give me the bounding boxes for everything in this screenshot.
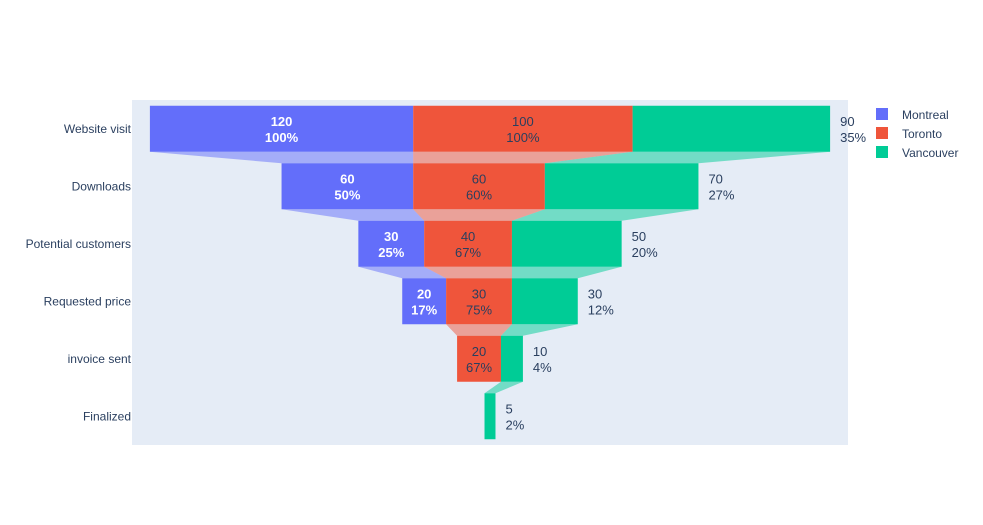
y-tick-label-requested-price: Requested price [44,294,132,308]
data-label-toronto-requested-price: 30 75% [466,286,492,317]
bar-vancouver-requested-price[interactable] [511,278,578,325]
connector-toronto-2 [424,266,512,279]
data-label-montreal-potential-customers: 30 25% [378,229,404,260]
legend-swatch-vancouver [876,146,888,158]
legend-item-vancouver[interactable]: Vancouver [876,146,958,160]
connector-vancouver-4 [484,381,523,394]
bar-vancouver-invoice-sent[interactable] [500,335,523,382]
bar-toronto-requested-price[interactable] [446,278,512,325]
bar-toronto-potential-customers[interactable] [424,220,512,267]
data-label-vancouver-requested-price: 30 12% [588,286,614,317]
connectors [149,151,831,394]
data-label-vancouver-website-visit: 90 35% [840,114,866,145]
data-label-vancouver-finalized: 5 2% [505,401,524,432]
y-tick-label-downloads: Downloads [72,179,131,193]
bar-toronto-downloads[interactable] [413,163,545,210]
data-label-montreal-downloads: 60 50% [334,171,360,202]
connector-vancouver-3 [500,324,578,336]
legend-swatch-montreal [876,108,888,120]
y-tick-label-invoice-sent: invoice sent [68,352,132,366]
data-label-montreal-website-visit: 120 100% [265,114,299,145]
bar-vancouver-potential-customers[interactable] [511,220,622,267]
connector-toronto-1 [413,209,545,221]
bar-toronto-invoice-sent[interactable] [457,335,501,382]
legend-item-montreal[interactable]: Montreal [876,108,949,122]
bar-vancouver-website-visit[interactable] [632,105,831,152]
data-label-toronto-website-visit: 100 100% [506,114,540,145]
bar-vancouver-finalized[interactable] [484,393,496,440]
bar-toronto-website-visit[interactable] [413,105,633,152]
connector-toronto-0 [413,151,633,164]
bar-montreal-potential-customers[interactable] [358,220,425,267]
legend-label-montreal: Montreal [902,108,949,122]
connector-vancouver-2 [511,266,622,279]
connector-toronto-3 [446,324,512,336]
data-labels: 120 100% 60 50% 30 25% 20 17% 100 100% 60 60% 40 67% 3… [265,114,867,433]
data-label-vancouver-downloads: 70 27% [708,171,734,202]
bars [149,105,831,440]
bar-montreal-requested-price[interactable] [402,278,447,325]
legend-item-toronto[interactable]: Toronto [876,127,942,141]
y-axis: Website visit Downloads Potential customer… [26,122,132,424]
y-tick-label-finalized: Finalized [83,409,131,423]
y-tick-label-potential-customers: Potential customers [26,237,131,251]
y-tick-label-website-visit: Website visit [64,122,132,136]
legend-swatch-toronto [876,127,888,139]
legend-label-toronto: Toronto [902,127,942,141]
bar-montreal-downloads[interactable] [281,163,414,210]
legend-label-vancouver: Vancouver [902,146,958,160]
connector-vancouver-1 [511,209,699,221]
data-label-vancouver-potential-customers: 50 20% [632,229,658,260]
connector-montreal-0 [149,151,414,164]
data-label-toronto-downloads: 60 60% [466,171,492,202]
connector-montreal-2 [358,266,447,279]
legend: Montreal Toronto Vancouver [876,108,958,160]
connector-montreal-1 [281,209,425,221]
bar-vancouver-downloads[interactable] [544,163,699,210]
data-label-vancouver-invoice-sent: 10 4% [533,344,552,375]
data-label-toronto-invoice-sent: 20 67% [466,344,492,375]
connector-vancouver-0 [544,151,831,164]
data-label-montreal-requested-price: 20 17% [411,286,437,317]
bar-montreal-website-visit[interactable] [149,105,414,152]
data-label-toronto-potential-customers: 40 67% [455,229,481,260]
